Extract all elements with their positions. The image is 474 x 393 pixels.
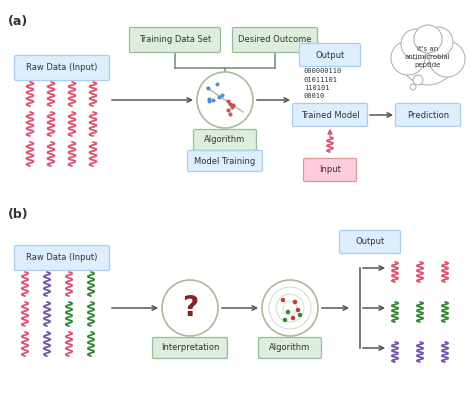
Point xyxy=(279,297,287,303)
Text: Output: Output xyxy=(356,237,384,246)
Point xyxy=(281,317,289,323)
Point xyxy=(294,307,302,313)
Circle shape xyxy=(262,280,318,336)
Circle shape xyxy=(391,41,425,75)
Text: Input: Input xyxy=(319,165,341,174)
FancyBboxPatch shape xyxy=(15,55,109,81)
Text: ?: ? xyxy=(182,294,198,322)
Point xyxy=(206,96,213,102)
Circle shape xyxy=(162,280,218,336)
FancyBboxPatch shape xyxy=(258,338,321,358)
Point xyxy=(228,104,236,110)
Circle shape xyxy=(423,27,453,57)
FancyBboxPatch shape xyxy=(15,246,109,270)
Point xyxy=(219,92,226,98)
Circle shape xyxy=(400,29,456,85)
Text: Trained Model: Trained Model xyxy=(301,110,359,119)
Text: Training Data Set: Training Data Set xyxy=(139,35,211,44)
Point xyxy=(289,315,297,321)
Text: It's an
antimicrobial
peptide: It's an antimicrobial peptide xyxy=(405,46,451,68)
FancyBboxPatch shape xyxy=(339,231,401,253)
FancyBboxPatch shape xyxy=(193,130,256,151)
Text: Raw Data (Input): Raw Data (Input) xyxy=(27,253,98,263)
Point xyxy=(284,309,292,315)
Point xyxy=(296,312,304,318)
Text: Raw Data (Input): Raw Data (Input) xyxy=(27,64,98,72)
Text: (a): (a) xyxy=(8,15,28,28)
FancyBboxPatch shape xyxy=(233,28,318,53)
Point xyxy=(204,84,212,91)
Circle shape xyxy=(410,84,416,90)
Point xyxy=(213,81,220,88)
Text: (b): (b) xyxy=(8,208,28,221)
FancyBboxPatch shape xyxy=(300,44,361,66)
Point xyxy=(215,94,222,100)
Point xyxy=(226,110,234,117)
Text: 000000110
01011101
110101
00010: 000000110 01011101 110101 00010 xyxy=(304,68,342,99)
FancyBboxPatch shape xyxy=(292,103,367,127)
Point xyxy=(226,101,234,107)
FancyBboxPatch shape xyxy=(188,151,263,171)
FancyBboxPatch shape xyxy=(129,28,220,53)
FancyBboxPatch shape xyxy=(303,158,356,182)
Text: Output: Output xyxy=(315,50,345,59)
Circle shape xyxy=(413,75,423,85)
Circle shape xyxy=(401,29,431,59)
Circle shape xyxy=(414,25,442,53)
Text: Prediction: Prediction xyxy=(407,110,449,119)
Circle shape xyxy=(197,72,253,128)
Point xyxy=(224,97,232,104)
Text: Algorithm: Algorithm xyxy=(269,343,310,353)
FancyBboxPatch shape xyxy=(395,103,461,127)
Text: Desired Outcome: Desired Outcome xyxy=(238,35,312,44)
Text: Algorithm: Algorithm xyxy=(204,136,246,145)
Point xyxy=(229,102,237,108)
FancyBboxPatch shape xyxy=(153,338,228,358)
Point xyxy=(206,98,213,105)
Circle shape xyxy=(429,41,465,77)
Point xyxy=(291,299,299,305)
Text: Model Training: Model Training xyxy=(194,156,255,165)
Text: Interpretation: Interpretation xyxy=(161,343,219,353)
Point xyxy=(224,107,232,114)
Point xyxy=(209,96,217,103)
